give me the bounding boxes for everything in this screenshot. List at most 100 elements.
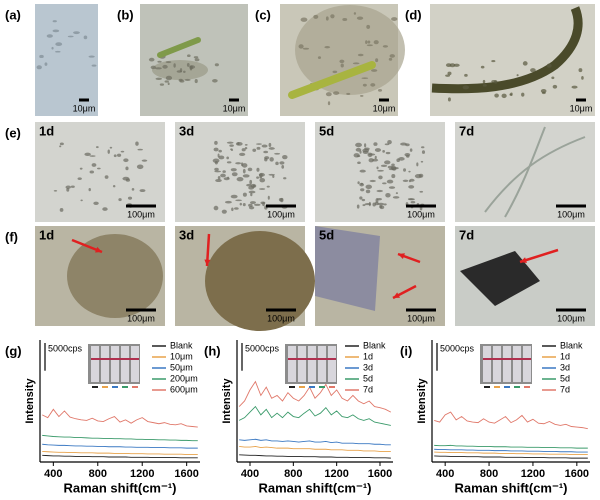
particle [353, 153, 360, 158]
particle [530, 68, 536, 73]
particle [44, 62, 48, 66]
particle [125, 166, 129, 171]
particle [360, 188, 365, 192]
particle [55, 50, 61, 53]
particle [373, 142, 378, 146]
particle [376, 166, 379, 170]
particle [242, 192, 247, 197]
particle [408, 185, 415, 189]
particle [387, 139, 392, 145]
spectrum [42, 408, 198, 428]
particle [252, 184, 256, 188]
x-axis-label: Raman shift(cm⁻¹) [454, 480, 567, 495]
particle [212, 79, 218, 83]
particle [155, 77, 162, 80]
particle [384, 160, 391, 165]
spectrum [239, 454, 391, 459]
particle [414, 174, 422, 179]
particle [282, 155, 288, 160]
y-axis-label: Intensity [416, 378, 428, 424]
spectrum [434, 448, 588, 453]
intensity-scale-label: 5000cps [245, 343, 280, 353]
particle [382, 45, 389, 48]
particle [375, 58, 379, 63]
particle [342, 18, 348, 22]
particle [355, 142, 362, 148]
test-strip [483, 346, 491, 382]
scale-label: 10μm [73, 103, 96, 113]
particle [215, 178, 222, 183]
particle [167, 82, 170, 86]
particle [70, 185, 75, 188]
particle [356, 204, 360, 209]
day-label: 5d [319, 227, 334, 242]
x-tick-label: 1600 [174, 468, 198, 480]
particle [462, 85, 470, 90]
particle [241, 148, 246, 152]
particle [88, 55, 95, 58]
panel-label: (h) [204, 343, 221, 358]
scale-label: 100μm [407, 209, 435, 219]
fiber [484, 136, 586, 213]
particle [93, 201, 99, 205]
scale-label: 100μm [127, 209, 155, 219]
particle [59, 208, 64, 212]
particle [46, 34, 53, 38]
particle [370, 83, 376, 87]
particle [212, 158, 220, 163]
particle [120, 150, 125, 153]
particle [332, 70, 338, 74]
particle [283, 177, 287, 180]
particle [410, 201, 416, 204]
y-axis-label: Intensity [24, 378, 36, 424]
fiber [288, 61, 376, 99]
intensity-scale-label: 5000cps [440, 343, 475, 353]
particle [546, 63, 552, 68]
particle [491, 60, 496, 63]
particle [237, 142, 240, 146]
fiber [504, 126, 546, 218]
particle [194, 79, 198, 84]
particle [382, 150, 385, 153]
particle [51, 46, 54, 50]
particle [408, 180, 411, 183]
test-strip [318, 346, 326, 382]
scale-label: 100μm [267, 313, 295, 323]
particle [36, 65, 42, 70]
particle [261, 144, 268, 148]
test-strip [288, 346, 296, 382]
particle [264, 156, 270, 160]
particle [194, 58, 200, 62]
particle [521, 92, 525, 97]
particle [278, 198, 283, 202]
particle [482, 83, 487, 87]
particle [374, 201, 379, 206]
particle [179, 79, 185, 83]
day-label: 1d [39, 123, 54, 138]
test-strip [308, 346, 316, 382]
particle [80, 199, 83, 202]
particle [325, 16, 329, 21]
particle [552, 84, 558, 89]
x-tick-label: 400 [44, 468, 62, 480]
particle [162, 64, 168, 69]
particle [88, 187, 91, 192]
particle [378, 175, 383, 180]
particle [327, 101, 331, 106]
arrow-head [204, 259, 211, 266]
particle [214, 167, 219, 172]
particle [213, 205, 219, 211]
particle [113, 154, 117, 158]
legend-label: 200μm [170, 373, 198, 383]
particle [453, 63, 460, 67]
particle [234, 207, 239, 210]
particle [340, 63, 344, 68]
particle [368, 158, 374, 163]
particle [214, 140, 218, 145]
particle [39, 54, 44, 59]
legend-label: Blank [560, 340, 583, 350]
legend-label: 5d [363, 373, 373, 383]
particle [247, 167, 253, 172]
particle [218, 149, 222, 153]
scale-label: 100μm [557, 313, 585, 323]
